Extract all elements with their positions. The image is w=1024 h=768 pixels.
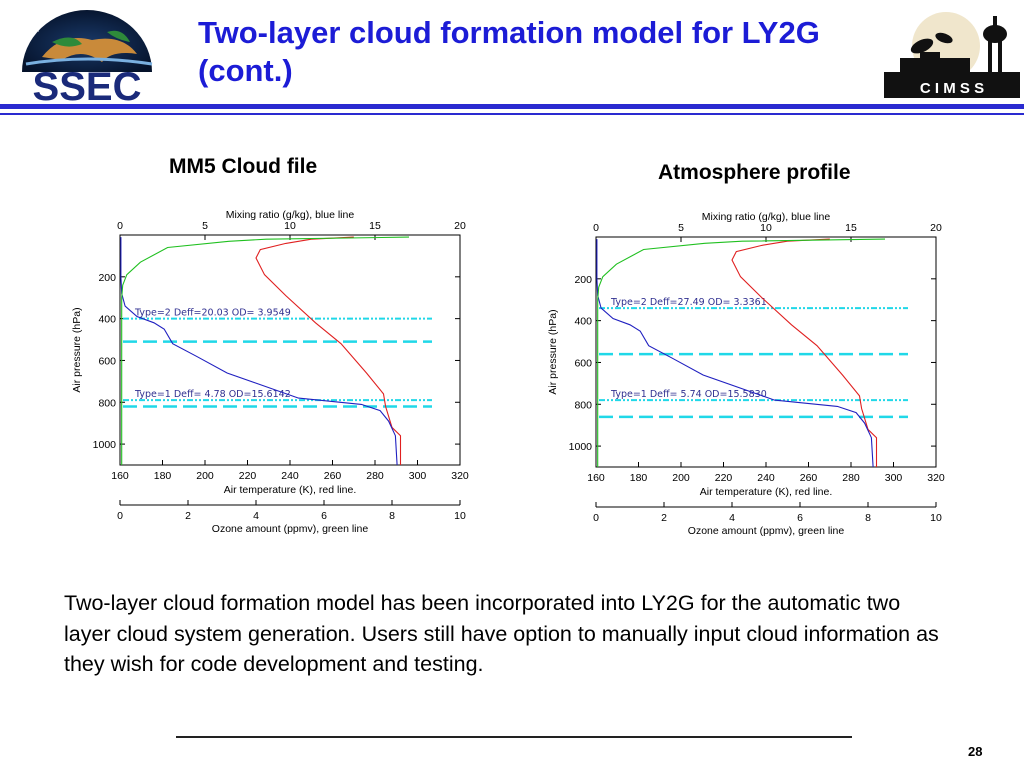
y-axis-tick-label: 800 [98,397,116,409]
bottom-axis-tick-label: 280 [842,472,860,484]
series-line [597,238,886,467]
y-axis-label: Air pressure (hPa) [547,309,559,394]
y-axis-tick-label: 1000 [569,441,593,453]
top-axis-label: Mixing ratio (g/kg), blue line [702,211,831,223]
bottom-axis-tick-label: 160 [587,472,605,484]
y-axis-tick-label: 1000 [93,439,117,451]
top-axis-tick-label: 20 [930,222,942,234]
ozone-axis-tick-label: 6 [321,510,327,522]
body-paragraph: Two-layer cloud formation model has been… [64,591,939,676]
plot-frame [119,234,461,466]
top-axis-label: Mixing ratio (g/kg), blue line [226,209,355,221]
water-tower-icon [983,25,1007,43]
chart-caption-atmosphere: Atmosphere profile [658,161,851,184]
bottom-axis-tick-label: 260 [324,470,342,482]
bottom-axis-tick-label: 320 [927,472,945,484]
top-axis-tick-label: 5 [202,220,208,232]
bottom-axis-tick-label: 220 [239,470,257,482]
bottom-axis-tick-label: 180 [154,470,172,482]
bottom-axis-tick-label: 220 [715,472,733,484]
header-rule-thick [0,104,1024,109]
satellite-dish-icon [910,38,934,54]
ozone-axis-label: Ozone amount (ppmv), green line [212,523,369,535]
chart-caption-mm5: MM5 Cloud file [169,155,318,178]
ozone-axis-tick-label: 0 [117,510,123,522]
y-axis-tick-label: 600 [574,357,592,369]
cloud-layer-label: Type=2 Deff=27.49 OD= 3.3361 [610,297,767,308]
top-axis-tick-label: 15 [845,222,857,234]
bottom-axis-tick-label: 160 [111,470,129,482]
y-axis-tick-label: 800 [574,399,592,411]
y-axis-tick-label: 600 [98,355,116,367]
plot-frame [595,236,937,468]
top-axis-tick-label: 5 [678,222,684,234]
top-axis-tick-label: 20 [454,220,466,232]
title-line-2: (cont.) [198,53,293,88]
bottom-axis-tick-label: 180 [630,472,648,484]
slide-title: Two-layer cloud formation model for LY2G… [198,14,888,90]
series-line [120,237,398,466]
bottom-axis-tick-label: 200 [196,470,214,482]
ozone-axis-label: Ozone amount (ppmv), green line [688,525,845,537]
top-axis-tick-label: 0 [593,222,599,234]
ozone-axis-tick-label: 8 [389,510,395,522]
cloud-layer-label: Type=1 Deff= 5.74 OD=15.5830 [610,389,767,400]
ozone-axis-tick-label: 2 [661,512,667,524]
top-axis-tick-label: 15 [369,220,381,232]
footer-rule [176,736,852,738]
y-axis-tick-label: 400 [98,314,116,326]
logo-base [884,72,1020,98]
series-line [731,238,878,467]
cloud-layer-label: Type=2 Deff=20.03 OD= 3.9549 [134,308,291,319]
bottom-axis-tick-label: 260 [800,472,818,484]
series-line [596,239,874,468]
ssec-logo: SSEC [22,10,153,104]
ozone-axis-tick-label: 2 [185,510,191,522]
page-number: 28 [968,744,983,759]
cloud-layer-label: Type=1 Deff= 4.78 OD=15.6142 [134,389,291,400]
ozone-axis-tick-label: 0 [593,512,599,524]
header-rule-thin [0,113,1024,115]
y-axis-tick-label: 400 [574,316,592,328]
top-axis-tick-label: 0 [117,220,123,232]
bottom-axis-tick-label: 240 [757,472,775,484]
series-line [121,236,410,465]
ozone-axis-tick-label: 4 [253,510,259,522]
title-line-1: Two-layer cloud formation model for LY2G [198,15,820,50]
bottom-axis-tick-label: 300 [885,472,903,484]
top-axis-tick-label: 10 [760,222,772,234]
cimss-logo-text: C I M S S [920,80,984,97]
bottom-axis-tick-label: 320 [451,470,469,482]
bottom-axis-tick-label: 240 [281,470,299,482]
ozone-axis-tick-label: 10 [454,510,466,522]
ozone-axis-tick-label: 10 [930,512,942,524]
y-axis-tick-label: 200 [98,272,116,284]
bottom-axis-tick-label: 280 [366,470,384,482]
bottom-axis-label: Air temperature (K), red line. [224,484,356,496]
ozone-axis-tick-label: 6 [797,512,803,524]
top-axis-tick-label: 10 [284,220,296,232]
bottom-axis-tick-label: 200 [672,472,690,484]
ozone-axis-tick-label: 8 [865,512,871,524]
series-line [255,236,402,465]
bottom-axis-label: Air temperature (K), red line. [700,486,832,498]
ozone-axis-tick-label: 4 [729,512,735,524]
bottom-axis-tick-label: 300 [409,470,427,482]
star-icon [26,16,42,32]
ssec-logo-text: SSEC [33,65,142,104]
cimss-logo: C I M S S [880,8,1022,100]
y-axis-label: Air pressure (hPa) [71,307,83,392]
y-axis-tick-label: 200 [574,274,592,286]
